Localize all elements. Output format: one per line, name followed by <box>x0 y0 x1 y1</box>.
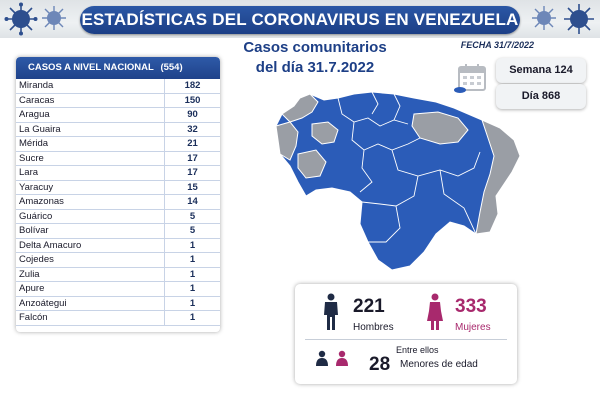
coronavirus-icon <box>4 2 38 36</box>
calendar-icon <box>458 64 486 91</box>
table-row: Caracas 150 <box>16 93 220 108</box>
state-name: Delta Amacuro <box>19 239 82 251</box>
map-region-gray <box>411 111 469 145</box>
state-name: Falcón <box>19 312 48 323</box>
woman-icon <box>427 293 443 330</box>
mujeres-count: 333 <box>455 296 487 317</box>
state-name: Anzoátegui <box>19 297 67 309</box>
case-count: 1 <box>164 296 220 310</box>
table-row: Miranda 182 <box>16 79 220 94</box>
menores-label: Menores de edad <box>400 359 478 370</box>
table-header: CASOS A NIVEL NACIONAL (554) <box>16 57 220 79</box>
state-name: La Guaira <box>19 123 61 135</box>
case-count: 17 <box>164 166 220 180</box>
table-row: Aragua 90 <box>16 108 220 123</box>
table-row: Sucre 17 <box>16 151 220 166</box>
coronavirus-icon <box>42 6 66 30</box>
mujeres-label: Mujeres <box>455 322 491 333</box>
table-header-total: (554) <box>160 62 183 73</box>
coronavirus-icon <box>532 6 556 30</box>
table-row: Bolívar 5 <box>16 224 220 239</box>
map-region-gray <box>275 121 299 161</box>
state-name: Lara <box>19 167 39 178</box>
dia-pill: Día 868 <box>496 84 586 109</box>
state-name: Sucre <box>19 152 44 164</box>
venezuela-map <box>275 87 521 271</box>
table-row: Yaracuy 15 <box>16 180 220 195</box>
menores-prefix: Entre ellos <box>396 345 439 355</box>
state-name: Caracas <box>19 94 55 106</box>
state-name: Mérida <box>19 138 49 149</box>
coronavirus-icon <box>564 4 594 34</box>
case-count: 1 <box>164 282 220 296</box>
woman-icon <box>336 350 348 366</box>
case-count: 15 <box>164 180 220 194</box>
hombres-count: 221 <box>353 296 385 317</box>
case-count: 21 <box>164 137 220 151</box>
case-count: 17 <box>164 151 220 165</box>
semana-pill: Semana 124 <box>496 58 586 83</box>
table-row: La Guaira 32 <box>16 122 220 137</box>
report-date: FECHA 31/7/2022 <box>460 40 534 50</box>
table-row: Mérida 21 <box>16 137 220 152</box>
case-count: 14 <box>164 195 220 209</box>
map-island <box>454 87 466 93</box>
case-count: 1 <box>164 253 220 267</box>
case-count: 32 <box>164 122 220 136</box>
table-row: Lara 17 <box>16 166 220 181</box>
state-name: Cojedes <box>19 254 54 265</box>
state-name: Aragua <box>19 109 50 120</box>
case-count: 182 <box>164 79 220 93</box>
casos-title-line1: Casos comunitarios <box>243 39 387 56</box>
map-region-blue <box>275 91 521 271</box>
page-title: ESTADÍSTICAS DEL CORONAVIRUS EN VENEZUEL… <box>81 10 519 29</box>
case-count: 1 <box>164 238 220 252</box>
case-count: 90 <box>164 108 220 122</box>
table-row: Anzoátegui 1 <box>16 296 220 311</box>
menores-count: 28 <box>369 354 391 375</box>
table-row: Zulia 1 <box>16 267 220 282</box>
case-count: 5 <box>164 209 220 223</box>
cases-table: CASOS A NIVEL NACIONAL (554) Miranda 182 C… <box>16 57 220 332</box>
table-body: Miranda 182 Caracas 150 Aragua 90 La Guaira 32 M… <box>16 79 220 326</box>
table-row: Apure 1 <box>16 282 220 297</box>
state-name: Apure <box>19 283 45 294</box>
map-region-gray <box>281 93 319 123</box>
hombres-label: Hombres <box>353 322 394 333</box>
casos-title-line2: del día 31.7.2022 <box>255 59 375 76</box>
table-row: Guárico 5 <box>16 209 220 224</box>
state-name: Guárico <box>19 210 53 222</box>
state-name: Miranda <box>19 80 54 91</box>
casos-title: Casos comunitarios del día 31.7.2022 <box>222 38 408 78</box>
table-row: Delta Amacuro 1 <box>16 238 220 253</box>
demographics-box: 221 Hombres 333 Mujeres Entre ellos 28 M… <box>295 284 517 384</box>
case-count: 5 <box>164 224 220 238</box>
map-region-gray <box>475 119 521 235</box>
case-count: 150 <box>164 93 220 107</box>
state-name: Zulia <box>19 268 40 280</box>
table-row: Amazonas 14 <box>16 195 220 210</box>
map-region-gray <box>297 149 327 179</box>
man-icon <box>316 350 328 366</box>
state-name: Yaracuy <box>19 181 54 193</box>
map-region-gray <box>311 121 339 145</box>
case-count: 1 <box>164 267 220 281</box>
state-name: Amazonas <box>19 196 64 207</box>
divider <box>305 339 507 340</box>
state-name: Bolívar <box>19 225 49 236</box>
case-count: 1 <box>164 311 220 325</box>
man-icon <box>324 293 338 330</box>
table-row: Cojedes 1 <box>16 253 220 268</box>
header-bar: ESTADÍSTICAS DEL CORONAVIRUS EN VENEZUEL… <box>0 0 600 38</box>
table-row: Falcón 1 <box>16 311 220 326</box>
title-banner: ESTADÍSTICAS DEL CORONAVIRUS EN VENEZUEL… <box>80 6 520 34</box>
table-header-label: CASOS A NIVEL NACIONAL <box>28 62 154 73</box>
